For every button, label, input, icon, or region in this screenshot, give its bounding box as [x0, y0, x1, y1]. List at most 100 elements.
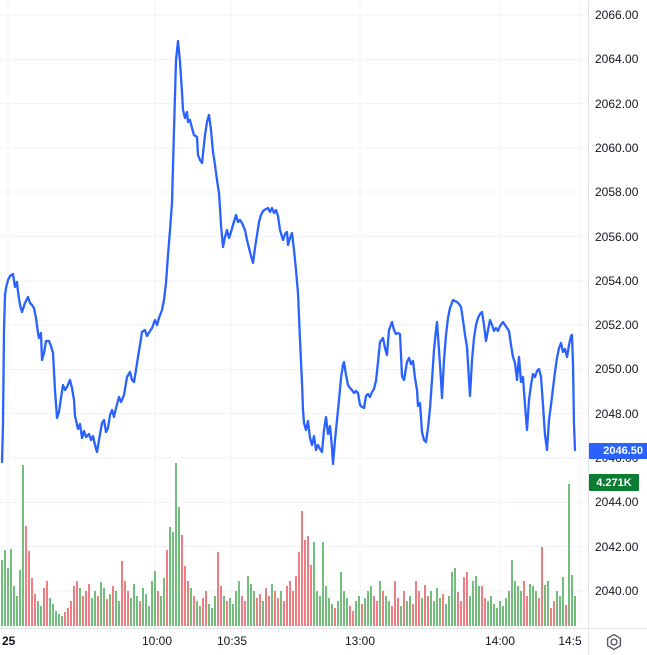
volume-bar [328, 598, 330, 626]
volume-bar [247, 576, 249, 626]
volume-bar [289, 581, 291, 626]
volume-bar [187, 581, 189, 626]
volume-bar [52, 604, 54, 626]
volume-bar [388, 601, 390, 626]
volume-bar [208, 604, 210, 626]
volume-bar [235, 591, 237, 626]
volume-bar [64, 612, 66, 626]
volume-bar [124, 581, 126, 626]
volume-bar [466, 572, 468, 626]
volume-bar [370, 586, 372, 626]
volume-bar [472, 581, 474, 626]
volume-bar [556, 591, 558, 626]
volume-bar [61, 616, 63, 626]
volume-bar [340, 572, 342, 626]
volume-bar [172, 532, 174, 626]
volume-bar [346, 598, 348, 626]
volume-bar [181, 535, 183, 626]
volume-bar [46, 581, 48, 626]
volume-bar [205, 591, 207, 626]
time-tick-label: 10:35 [216, 634, 248, 648]
time-axis[interactable]: 25 10:00 10:35 13:00 14:00 14:5 [0, 628, 647, 655]
volume-bar [478, 586, 480, 626]
price-tick-label: 2062.00 [595, 96, 639, 111]
volume-bar [70, 601, 72, 626]
volume-bar [490, 596, 492, 626]
volume-bar [94, 591, 96, 626]
volume-bar [271, 584, 273, 626]
volume-bar [409, 596, 411, 626]
time-tick-label: 10:00 [141, 634, 173, 648]
volume-bar [379, 581, 381, 626]
volume-bar [337, 601, 339, 626]
volume-bar [544, 585, 546, 626]
axis-corner [588, 628, 647, 655]
volume-bar [553, 601, 555, 626]
volume-bar [97, 596, 99, 626]
volume-bar [259, 594, 261, 626]
volume-bar [448, 596, 450, 626]
last-price-value: 2046.50 [603, 445, 643, 457]
volume-bar [391, 606, 393, 626]
gear-icon [606, 633, 622, 651]
volume-bar [550, 608, 552, 626]
volume-bar [310, 565, 312, 626]
volume-bar [502, 606, 504, 626]
volume-bar [112, 586, 114, 626]
volume-bar [508, 591, 510, 626]
volume-bar [34, 594, 36, 626]
price-tick-label: 2064.00 [595, 52, 639, 67]
volume-bar [442, 594, 444, 626]
volume-bar [505, 598, 507, 626]
volume-bar [121, 561, 123, 626]
volume-bar [367, 591, 369, 626]
volume-bar [415, 581, 417, 626]
price-scale-settings-button[interactable] [604, 632, 624, 652]
time-tick-label: 14:00 [484, 634, 516, 648]
volume-bar [10, 549, 12, 626]
volume-bar [397, 598, 399, 626]
volume-bar [451, 572, 453, 626]
volume-bar [13, 586, 15, 626]
volume-bar [400, 606, 402, 626]
volume-bar [256, 598, 258, 626]
volume-bar [307, 536, 309, 626]
volume-bar [457, 592, 459, 626]
volume-bar [559, 596, 561, 626]
volume-bar [142, 588, 144, 626]
horizontal-gridlines [0, 14, 587, 592]
price-tick-label: 2058.00 [595, 185, 639, 200]
volume-bar [529, 584, 531, 626]
volume-bar [469, 596, 471, 626]
volume-bar [562, 577, 564, 626]
volume-bar [436, 588, 438, 626]
volume-bar [427, 596, 429, 626]
volume-bar [343, 591, 345, 626]
volume-bar [430, 591, 432, 626]
volume-bar [439, 598, 441, 626]
volume-bar [67, 608, 69, 626]
volume-bar [376, 601, 378, 626]
volume-bars [1, 463, 576, 626]
price-axis[interactable]: 2066.00 2064.00 2062.00 2060.00 2058.00 2056.… [588, 0, 647, 628]
volume-bar [217, 552, 219, 626]
volume-bar [91, 598, 93, 626]
volume-bar [22, 465, 24, 626]
volume-value: 4.271K [596, 476, 632, 489]
volume-bar [88, 584, 90, 626]
volume-bar [433, 601, 435, 626]
volume-bar [535, 591, 537, 626]
volume-bar [241, 596, 243, 626]
volume-bar [319, 596, 321, 626]
volume-bar [31, 578, 33, 626]
volume-bar [403, 591, 405, 626]
volume-bar [106, 599, 108, 626]
volume-bar [541, 547, 543, 626]
volume-bar [484, 598, 486, 626]
volume-bar [166, 550, 168, 626]
volume-bar [115, 591, 117, 626]
volume-bar [223, 596, 225, 626]
volume-bar [517, 586, 519, 626]
price-tick-label: 2066.00 [595, 8, 639, 22]
